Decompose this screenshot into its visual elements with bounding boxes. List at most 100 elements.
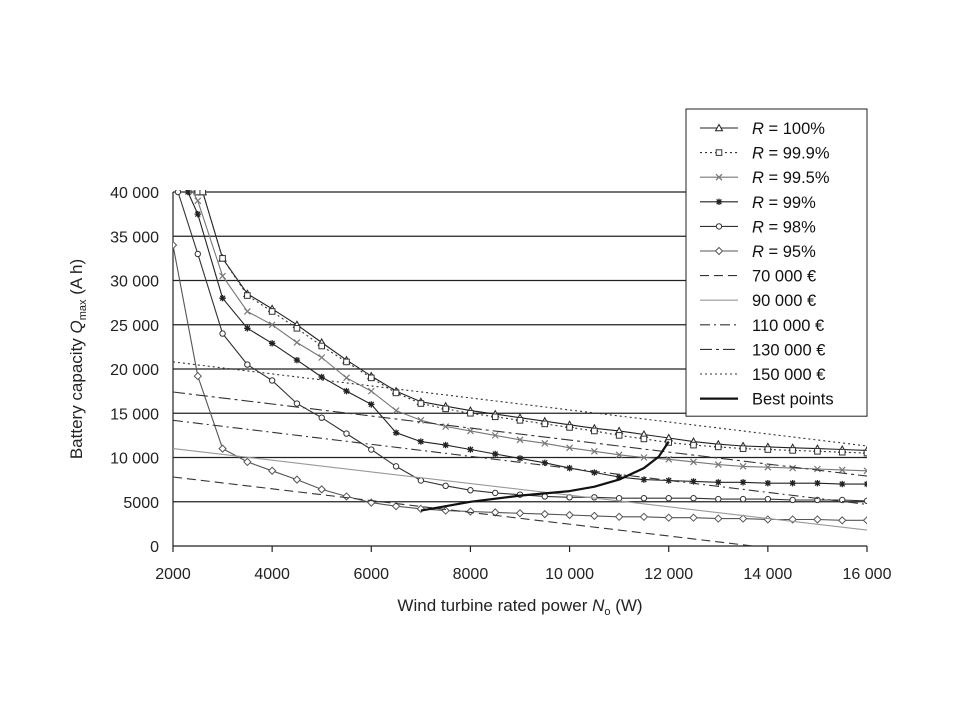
data-point xyxy=(814,516,821,523)
data-point xyxy=(839,481,845,487)
data-point xyxy=(369,447,374,452)
data-point xyxy=(566,512,573,519)
data-point xyxy=(368,401,374,407)
data-point xyxy=(418,438,424,444)
data-point xyxy=(344,359,350,365)
data-point xyxy=(789,480,795,486)
legend-marker xyxy=(716,150,722,156)
data-point xyxy=(790,497,795,502)
data-point xyxy=(393,430,399,436)
data-point xyxy=(269,340,275,346)
data-point xyxy=(715,444,721,450)
x-tick-label: 14 000 xyxy=(743,566,792,583)
legend-marker xyxy=(716,224,721,229)
data-point xyxy=(344,375,350,381)
data-point xyxy=(517,510,524,517)
y-tick-label: 0 xyxy=(150,539,159,556)
y-tick-label: 30 000 xyxy=(110,274,159,291)
data-point xyxy=(764,516,771,523)
x-tick-label: 6000 xyxy=(353,566,389,583)
data-point xyxy=(492,451,498,457)
data-point xyxy=(690,514,697,521)
data-point xyxy=(765,496,770,501)
x-tick-label: 10 000 xyxy=(545,566,594,583)
data-point xyxy=(219,295,225,301)
data-point xyxy=(319,415,324,420)
data-point xyxy=(418,401,424,407)
data-point xyxy=(269,378,274,383)
data-point xyxy=(616,496,621,501)
x-tick-label: 4000 xyxy=(254,566,290,583)
data-point xyxy=(343,493,350,500)
data-point xyxy=(244,325,250,331)
data-point xyxy=(368,375,374,381)
data-point xyxy=(765,480,771,486)
data-point xyxy=(864,517,871,524)
data-point xyxy=(468,410,474,416)
data-point xyxy=(641,496,646,501)
data-point xyxy=(343,388,349,394)
data-point xyxy=(294,325,300,331)
legend-label: 90 000 € xyxy=(752,292,816,310)
data-point xyxy=(665,514,672,521)
data-point xyxy=(344,431,349,436)
x-tick-label: 2000 xyxy=(155,566,191,583)
data-point xyxy=(442,507,449,514)
data-point xyxy=(220,273,226,279)
y-tick-label: 5000 xyxy=(123,495,159,512)
data-point xyxy=(567,425,573,431)
data-point xyxy=(200,189,206,195)
data-point xyxy=(319,354,325,360)
data-point xyxy=(244,308,250,314)
y-tick-label: 10 000 xyxy=(110,451,159,468)
data-point xyxy=(493,490,498,495)
data-point xyxy=(541,511,548,518)
data-point xyxy=(542,421,548,427)
data-point xyxy=(815,449,821,455)
data-point xyxy=(715,479,721,485)
data-point xyxy=(443,483,448,488)
data-point xyxy=(715,515,722,522)
data-point xyxy=(790,448,796,454)
data-point xyxy=(195,198,201,204)
data-point xyxy=(517,455,523,461)
data-point xyxy=(691,496,696,501)
data-point xyxy=(319,374,325,380)
data-point xyxy=(294,339,300,345)
data-point xyxy=(443,406,449,412)
data-point xyxy=(194,373,201,380)
legend-marker xyxy=(716,199,722,205)
data-point xyxy=(814,480,820,486)
legend-label: R = 100% xyxy=(752,120,825,138)
data-point xyxy=(220,256,226,262)
data-point xyxy=(592,428,598,434)
legend-label: R = 99.9% xyxy=(752,145,830,163)
data-point xyxy=(195,211,201,217)
data-point xyxy=(740,496,745,501)
data-point xyxy=(418,478,423,483)
legend-label: Best points xyxy=(752,391,834,409)
data-point xyxy=(839,449,845,455)
legend-label: 150 000 € xyxy=(752,366,825,384)
data-point xyxy=(269,309,275,315)
y-axis-label: Battery capacity Qmax (A h) xyxy=(67,259,89,459)
x-tick-label: 16 000 xyxy=(843,566,892,583)
x-tick-label: 12 000 xyxy=(644,566,693,583)
legend-label: 110 000 € xyxy=(752,317,824,335)
data-point xyxy=(640,513,647,520)
data-point xyxy=(245,362,250,367)
y-tick-label: 20 000 xyxy=(110,362,159,379)
data-point xyxy=(591,512,598,519)
data-point xyxy=(293,476,300,483)
x-tick-label: 8000 xyxy=(453,566,489,583)
legend-label: R = 98% xyxy=(752,218,816,236)
data-point xyxy=(740,479,746,485)
y-tick-label: 15 000 xyxy=(110,406,159,423)
data-point xyxy=(716,496,721,501)
data-point xyxy=(467,446,473,452)
data-point xyxy=(269,467,276,474)
y-tick-label: 35 000 xyxy=(110,229,159,246)
legend-label: R = 99% xyxy=(752,194,816,212)
legend-label: R = 99.5% xyxy=(752,169,830,187)
